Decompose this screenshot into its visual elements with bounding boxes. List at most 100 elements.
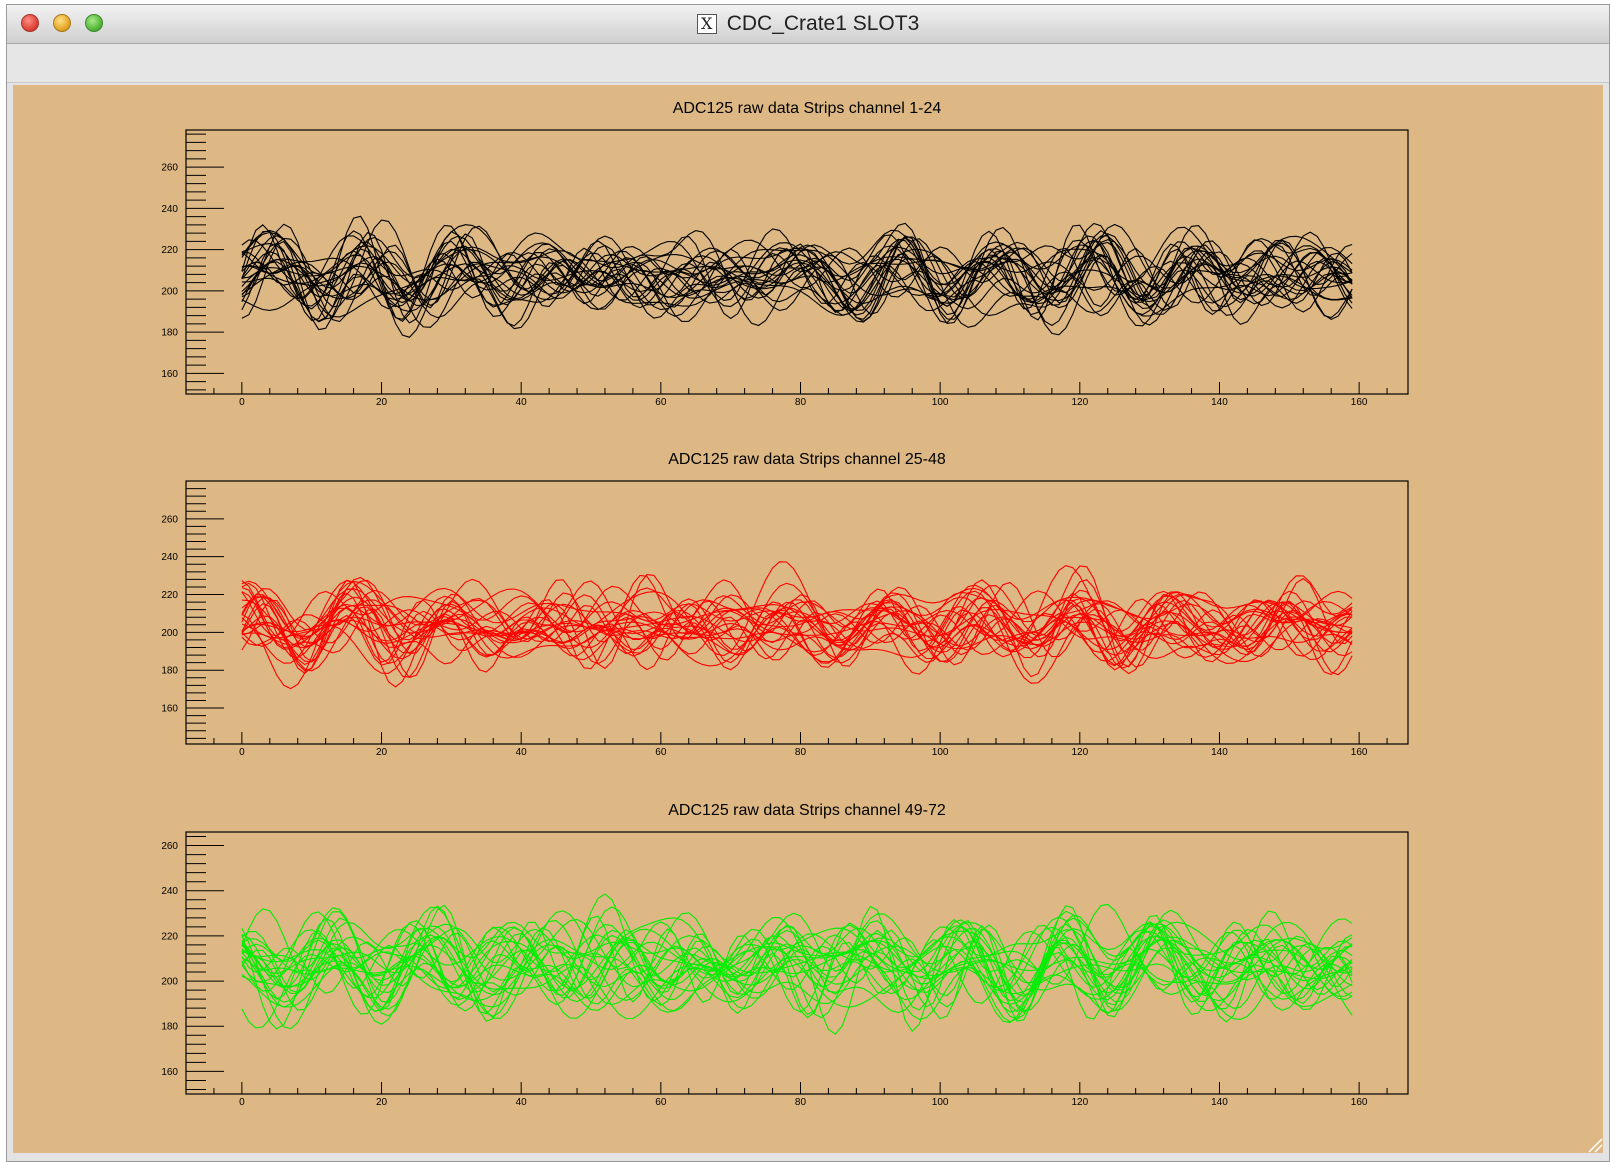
x-tick-label: 60 xyxy=(655,1097,667,1108)
channel-trace xyxy=(241,240,1353,331)
x-tick-label: 20 xyxy=(376,397,388,408)
channel-trace xyxy=(241,907,1353,1003)
channel-trace xyxy=(241,579,1353,658)
window-title: CDC_Crate1 SLOT3 xyxy=(726,12,920,35)
y-tick-label: 200 xyxy=(161,628,178,639)
x-tick-label: 160 xyxy=(1351,397,1368,408)
y-tick-label: 180 xyxy=(161,328,178,339)
channel-trace xyxy=(241,223,1353,324)
plot-2: ADC125 raw data Strips channel 25-48 0 20 4… xyxy=(161,451,1409,758)
channel-trace xyxy=(241,906,1353,1019)
y-tick-label: 180 xyxy=(161,666,178,677)
x-tick-label: 40 xyxy=(516,747,528,758)
resize-grip-icon[interactable] xyxy=(1583,1133,1603,1153)
series-group xyxy=(241,215,1353,338)
channel-trace xyxy=(241,922,1353,1016)
x-tick-label: 0 xyxy=(239,747,245,758)
x-tick-label: 40 xyxy=(516,1097,528,1108)
channel-trace xyxy=(241,224,1353,321)
channel-trace xyxy=(241,918,1353,991)
plot-title: ADC125 raw data Strips channel 49-72 xyxy=(668,802,946,819)
x-tick-label: 20 xyxy=(376,1097,388,1108)
channel-trace xyxy=(241,580,1353,664)
y-tick-label: 200 xyxy=(161,286,178,297)
x-tick-label: 100 xyxy=(932,1097,949,1108)
y-tick-label: 240 xyxy=(161,204,178,215)
x-tick-label: 120 xyxy=(1071,747,1088,758)
channel-trace xyxy=(241,240,1353,323)
channel-trace xyxy=(241,592,1353,676)
channel-trace xyxy=(241,607,1353,662)
x-tick-label: 160 xyxy=(1351,1097,1368,1108)
plot-canvas[interactable]: ADC125 raw data Strips channel 1-24 0 20 40… xyxy=(13,85,1603,1153)
channel-trace xyxy=(241,911,1353,1024)
channel-trace xyxy=(241,235,1353,328)
x-tick-label: 40 xyxy=(516,397,528,408)
channel-trace xyxy=(241,893,1353,1002)
plot-1: ADC125 raw data Strips channel 1-24 0 20 40… xyxy=(161,100,1409,408)
channel-trace xyxy=(241,934,1353,1019)
y-tick-label: 260 xyxy=(161,514,178,525)
y-tick-label: 240 xyxy=(161,886,178,897)
x11-icon: X xyxy=(696,14,717,34)
series-group xyxy=(241,893,1353,1035)
channel-trace xyxy=(241,215,1353,322)
plot-frame xyxy=(185,831,1409,1095)
y-tick-label: 200 xyxy=(161,977,178,988)
plot-title: ADC125 raw data Strips channel 1-24 xyxy=(673,100,942,117)
y-tick-label: 260 xyxy=(161,163,178,174)
channel-trace xyxy=(241,229,1353,317)
channel-trace xyxy=(241,916,1353,1019)
channel-trace xyxy=(241,580,1353,690)
channel-trace xyxy=(241,917,1353,1014)
plot-title: ADC125 raw data Strips channel 25-48 xyxy=(668,451,946,468)
toolbar xyxy=(7,44,1609,83)
y-tick-label: 220 xyxy=(161,590,178,601)
channel-trace xyxy=(241,587,1353,649)
zoom-button[interactable] xyxy=(85,14,103,32)
x-tick-label: 0 xyxy=(239,1097,245,1108)
y-tick-label: 180 xyxy=(161,1022,178,1033)
y-tick-label: 260 xyxy=(161,841,178,852)
x-tick-label: 140 xyxy=(1211,1097,1228,1108)
channel-trace xyxy=(241,917,1353,1030)
channel-trace xyxy=(241,239,1353,312)
channel-trace xyxy=(241,242,1353,330)
channel-trace xyxy=(241,905,1353,1035)
plot-3: ADC125 raw data Strips channel 49-72 0 20 4… xyxy=(161,802,1409,1108)
x-tick-label: 20 xyxy=(376,747,388,758)
app-window: X CDC_Crate1 SLOT3 ADC125 raw data Strip… xyxy=(6,4,1610,1162)
x-tick-label: 120 xyxy=(1071,1097,1088,1108)
channel-trace xyxy=(241,579,1353,688)
x-tick-label: 80 xyxy=(795,397,807,408)
minimize-button[interactable] xyxy=(53,14,71,32)
channel-trace xyxy=(241,587,1353,679)
channel-trace xyxy=(241,592,1353,678)
series-group xyxy=(241,561,1353,690)
channel-trace xyxy=(241,944,1353,1025)
plot-frame xyxy=(185,129,1409,395)
channel-trace xyxy=(241,925,1353,1023)
close-button[interactable] xyxy=(21,14,39,32)
x-tick-label: 100 xyxy=(932,397,949,408)
y-tick-label: 220 xyxy=(161,245,178,256)
plot-frame xyxy=(185,480,1409,745)
y-tick-label: 160 xyxy=(161,704,178,715)
x-tick-label: 60 xyxy=(655,747,667,758)
x-tick-label: 160 xyxy=(1351,747,1368,758)
x-tick-label: 0 xyxy=(239,397,245,408)
y-tick-label: 160 xyxy=(161,1067,178,1078)
title-bar[interactable]: X CDC_Crate1 SLOT3 xyxy=(7,5,1609,44)
y-tick-label: 240 xyxy=(161,552,178,563)
channel-trace xyxy=(241,225,1353,300)
channel-trace xyxy=(241,599,1353,671)
x-tick-label: 60 xyxy=(655,397,667,408)
channel-trace xyxy=(241,588,1353,672)
plots-svg: ADC125 raw data Strips channel 1-24 0 20 40… xyxy=(161,100,1409,1108)
x-tick-label: 120 xyxy=(1071,397,1088,408)
channel-trace xyxy=(241,601,1353,675)
x-tick-label: 140 xyxy=(1211,397,1228,408)
y-tick-label: 220 xyxy=(161,931,178,942)
x-tick-label: 100 xyxy=(932,747,949,758)
x-tick-label: 140 xyxy=(1211,747,1228,758)
